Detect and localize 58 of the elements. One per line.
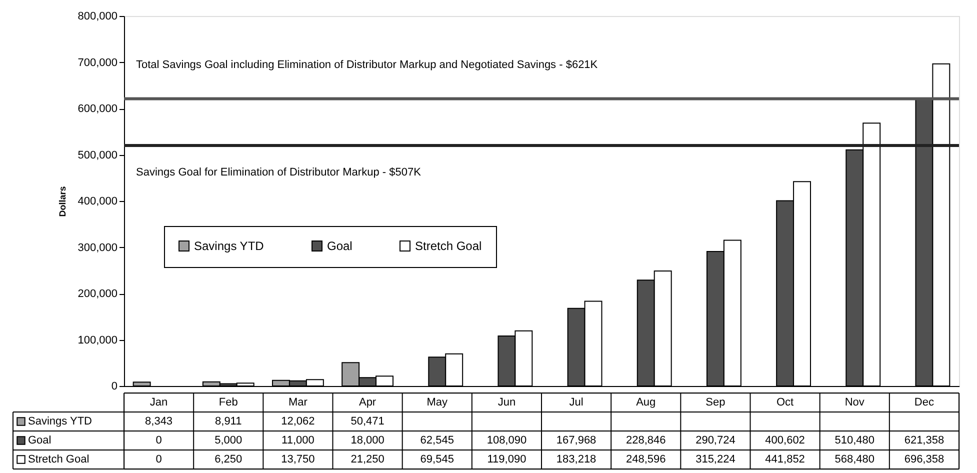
text: Goal [28,434,52,446]
x-tick-label: Jul [569,396,584,408]
y-tick-label: 0 [111,380,118,392]
data-label: 119,090 [487,454,526,466]
y-axis-title: Dollars [58,186,68,217]
data-label: 11,000 [282,434,314,446]
data-label: 290,724 [696,434,736,446]
data-label: 6,250 [214,454,242,466]
data-label: 21,250 [350,454,384,466]
data-label: 315,224 [696,454,736,466]
legend-label: Goal [327,239,352,253]
data-label: 621,358 [904,434,944,446]
data-label: 5,000 [214,434,242,446]
ref-line-label: Savings Goal for Elimination of Distributor Markup - $507K [136,166,422,178]
x-tick-label: Apr [358,396,376,408]
x-tick-label: Dec [914,396,934,408]
x-tick-label: Jan [150,396,168,408]
data-label: 400,602 [765,434,805,446]
data-label: 510,480 [834,434,875,446]
data-label: 441,852 [765,454,805,466]
legend-label: Stretch Goal [415,239,482,253]
data-label: 8,343 [145,416,173,428]
data-label: 183,218 [556,454,596,466]
y-tick-label: 200,000 [78,288,118,300]
legend-label: Savings YTD [28,416,92,428]
x-tick-label: Jun [498,396,516,408]
x-tick-label: May [426,396,448,408]
x-tick-label: Aug [636,396,656,408]
data-label: 0 [156,454,162,466]
data-label: 167,968 [556,434,596,446]
x-tick-label: Nov [844,396,865,408]
data-label: 568,480 [834,454,875,466]
y-tick-label: 600,000 [78,103,118,115]
data-label: 8,911 [215,416,242,428]
x-tick-label: Sep [706,396,726,408]
data-label: 696,358 [904,454,944,466]
x-tick-label: Oct [776,396,794,408]
y-tick-label: 300,000 [78,242,118,254]
x-tick-label: Mar [288,396,308,408]
text: Stretch Goal [28,454,90,466]
data-label: 228,846 [626,434,666,446]
y-tick-label: 800,000 [78,10,118,22]
y-tick-label: 700,000 [78,56,118,69]
ref-line-label: Total Savings Goal including Elimination of Distributor Markup and Negotiated Savings - $621K [136,58,598,71]
data-label: 13,750 [281,454,315,466]
y-tick-label: 500,000 [78,149,118,162]
data-label: 108,090 [486,434,527,446]
data-label: 50,471 [350,416,384,428]
text: Savings YTD [194,239,264,253]
data-label: 248,596 [626,454,666,466]
data-label: 69,545 [420,454,454,466]
x-tick-label: Feb [218,396,238,408]
data-label: 18,000 [350,434,384,446]
data-label: 62,545 [420,434,454,446]
y-tick-label: 100,000 [78,334,118,346]
y-tick-label: 400,000 [78,196,118,208]
data-label: 12,062 [281,416,315,428]
data-label: 0 [156,434,162,446]
